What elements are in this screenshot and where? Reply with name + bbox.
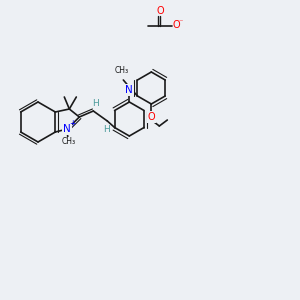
Text: O: O [172,20,180,30]
Text: H: H [92,98,99,107]
Text: N: N [125,85,133,95]
Text: ⁻: ⁻ [179,17,183,26]
Text: O: O [148,112,155,122]
Text: H: H [103,124,110,134]
Text: O: O [156,6,164,16]
Text: CH₃: CH₃ [61,137,75,146]
Text: N: N [63,124,71,134]
Text: CH₃: CH₃ [114,66,128,75]
Text: +: + [69,119,76,128]
